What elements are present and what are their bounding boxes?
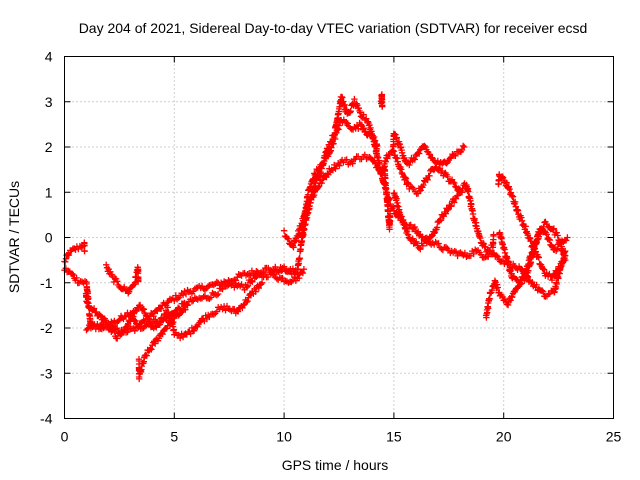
x-tick-labels: 0 5 10 15 20 25 — [61, 429, 622, 445]
y-tick-labels: -4 -3 -2 -1 0 1 2 3 4 — [40, 49, 53, 427]
x-tick-label: 0 — [61, 429, 69, 445]
series-markers — [496, 218, 569, 288]
x-tick-label: 25 — [606, 429, 622, 445]
series-markers — [390, 171, 569, 284]
series-markers — [103, 261, 191, 383]
x-tick-label: 5 — [170, 429, 178, 445]
x-axis-label: GPS time / hours — [282, 457, 389, 473]
axis-ticks — [64, 56, 614, 419]
y-tick-label: -1 — [40, 275, 53, 291]
x-tick-label: 20 — [496, 429, 512, 445]
series-markers — [83, 279, 266, 342]
y-tick-label: -3 — [40, 365, 53, 381]
x-tick-label: 15 — [386, 429, 402, 445]
y-tick-label: 0 — [45, 230, 53, 246]
y-axis-label: SDTVAR / TECUs — [6, 181, 22, 293]
series-markers — [280, 91, 468, 251]
x-tick-label: 10 — [276, 429, 292, 445]
y-tick-label: -2 — [40, 320, 53, 336]
data-series — [61, 91, 571, 383]
y-tick-label: 3 — [45, 94, 53, 110]
y-tick-label: 4 — [45, 49, 53, 65]
y-tick-label: 1 — [45, 184, 53, 200]
chart-title: Day 204 of 2021, Sidereal Day-to-day VTE… — [79, 20, 588, 36]
y-tick-label: -4 — [40, 411, 53, 427]
y-tick-label: 2 — [45, 139, 53, 155]
